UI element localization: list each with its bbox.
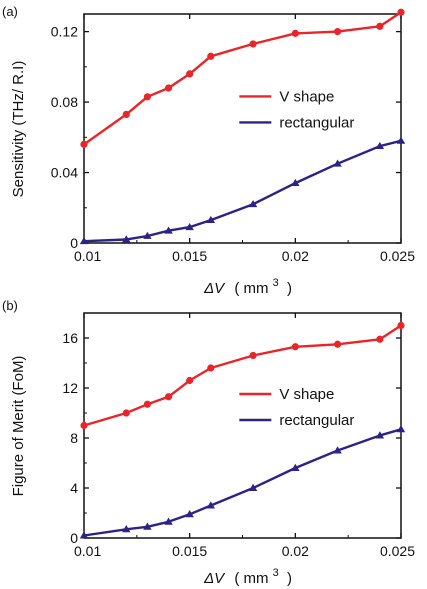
data-point-rectangular	[164, 226, 173, 234]
data-point-rectangular	[375, 431, 385, 439]
data-point-rectangular	[291, 463, 300, 471]
x-tick-label: 0.01	[74, 543, 101, 559]
data-point-rectangular	[396, 425, 406, 433]
panel-b-x-axis-close: )	[287, 570, 292, 587]
y-tick-label: 16	[62, 330, 78, 346]
data-point-v-shape	[164, 393, 173, 401]
data-point-v-shape	[122, 409, 130, 417]
data-point-v-shape	[207, 364, 215, 372]
x-tick-label: 0.01	[74, 248, 101, 264]
y-tick-label: 0	[70, 530, 78, 546]
panel-a: (a) 0.01 0.015 0.02 0.025 0 0.04 0.08 0.12 V sha…	[2, 4, 415, 297]
x-tick-label: 0.025	[380, 248, 415, 264]
panel-a-x-axis-unit: ( mm	[234, 280, 268, 297]
panel-b-label: (b)	[2, 298, 18, 313]
data-point-rectangular	[122, 525, 131, 533]
data-point-v-shape	[249, 351, 257, 360]
data-point-rectangular	[143, 522, 152, 530]
panel-a-plot: 0.01 0.015 0.02 0.025 0 0.04 0.08 0.12 V shape re…	[51, 8, 415, 264]
y-tick-label: 12	[62, 380, 78, 396]
y-tick-label: 0.04	[51, 165, 78, 181]
panel-b-y-axis-title: Figure of Merit (FoM)	[10, 356, 27, 497]
data-point-rectangular	[375, 141, 385, 150]
legend-label-v-shape: V shape	[279, 386, 334, 403]
panel-a-x-axis-symbol: ΔV	[203, 280, 226, 297]
panel-b: (b) 0.01 0.015 0.02 0.025 0 4 8 12 16 V shape rect…	[2, 298, 415, 587]
series-line-v-shape	[83, 324, 402, 427]
data-point-v-shape	[291, 29, 299, 37]
legend-label-rectangular: rectangular	[279, 412, 354, 429]
panel-a-label: (a)	[2, 4, 18, 19]
data-point-v-shape	[397, 8, 405, 16]
data-point-rectangular	[164, 517, 173, 525]
x-tick-label: 0.025	[380, 543, 415, 559]
data-point-v-shape	[207, 52, 215, 60]
panel-b-x-axis-exponent: 3	[273, 567, 279, 579]
data-point-rectangular	[333, 446, 342, 454]
panel-b-plot: 0.01 0.015 0.02 0.025 0 4 8 12 16 V shape rectangu…	[62, 312, 415, 559]
data-point-rectangular	[248, 483, 258, 491]
panel-a-x-axis-close: )	[287, 280, 292, 297]
data-point-rectangular	[143, 231, 152, 239]
y-tick-label: 0	[70, 235, 78, 251]
x-tick-label: 0.02	[282, 248, 309, 264]
data-point-rectangular	[79, 531, 89, 539]
panel-b-x-axis-unit: ( mm	[234, 570, 268, 587]
panel-a-x-axis-title: ΔV ( mm 3 )	[203, 273, 292, 297]
data-point-v-shape	[80, 140, 88, 148]
panel-b-x-axis-symbol: ΔV	[203, 570, 226, 587]
data-point-v-shape	[249, 40, 257, 48]
data-point-rectangular	[185, 510, 194, 518]
legend-label-rectangular: rectangular	[279, 114, 354, 131]
legend-label-v-shape: V shape	[279, 88, 334, 105]
x-tick-label: 0.015	[172, 248, 207, 264]
x-tick-label: 0.015	[172, 543, 207, 559]
data-point-rectangular	[396, 136, 406, 144]
series-line-rectangular	[83, 428, 402, 537]
data-point-v-shape	[376, 22, 384, 30]
panel-a-y-axis-title: Sensitivity (THz/ R.I)	[10, 61, 27, 198]
data-point-rectangular	[291, 178, 300, 187]
data-point-v-shape	[334, 340, 342, 348]
panel-b-x-axis-title: ΔV ( mm 3 )	[203, 563, 292, 587]
data-point-rectangular	[122, 235, 131, 243]
y-tick-label: 4	[70, 480, 78, 496]
data-point-v-shape	[186, 70, 194, 78]
data-point-rectangular	[206, 215, 215, 224]
data-point-rectangular	[79, 237, 89, 245]
x-tick-label: 0.02	[282, 543, 309, 559]
data-point-v-shape	[143, 93, 151, 101]
data-point-v-shape	[291, 343, 299, 351]
y-tick-label: 0.12	[51, 24, 78, 40]
panel-a-x-axis-exponent: 3	[273, 277, 279, 289]
series-line-rectangular	[83, 139, 402, 243]
data-point-rectangular	[185, 222, 194, 231]
data-point-v-shape	[376, 335, 384, 343]
data-point-v-shape	[122, 110, 130, 119]
data-point-v-shape	[334, 28, 342, 36]
data-point-v-shape	[186, 376, 194, 385]
data-point-v-shape	[164, 84, 173, 92]
data-point-v-shape	[80, 421, 88, 430]
y-tick-label: 0.08	[51, 94, 78, 110]
data-point-v-shape	[143, 400, 151, 408]
data-point-v-shape	[397, 321, 405, 330]
data-point-rectangular	[248, 200, 258, 208]
data-point-rectangular	[206, 501, 215, 509]
data-point-rectangular	[333, 159, 342, 167]
y-tick-label: 8	[70, 430, 78, 446]
